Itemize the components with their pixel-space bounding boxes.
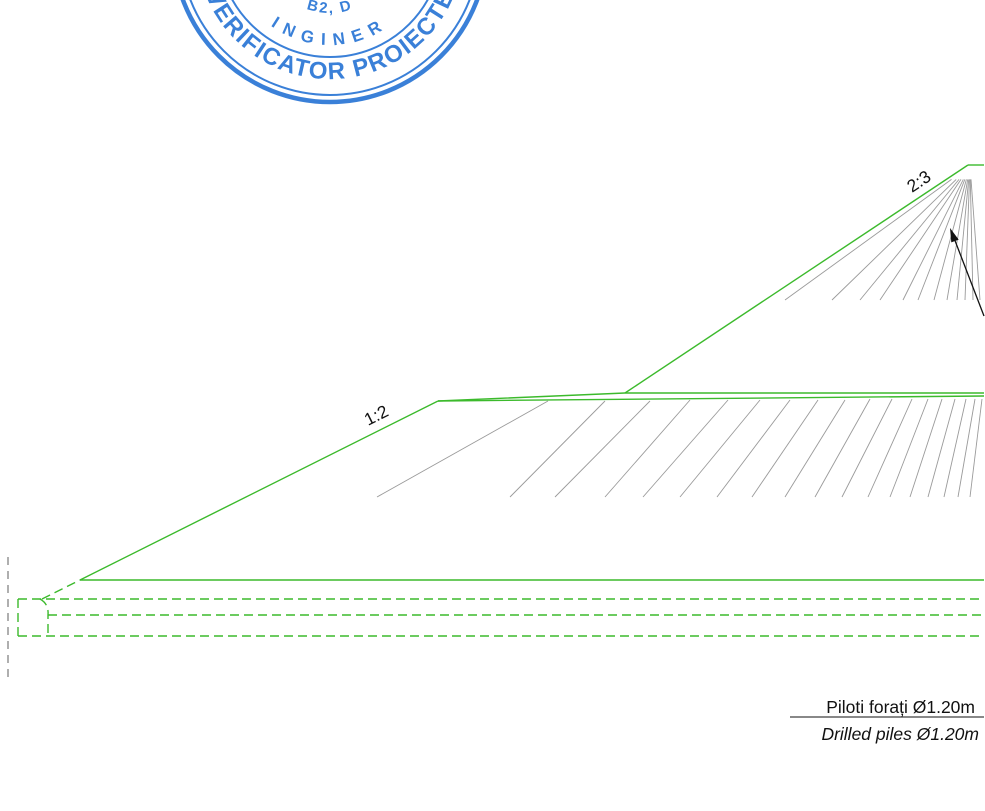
hatch-line [784,179,952,301]
hatch-line [964,179,970,301]
stamp-outer-inner-ring [189,0,471,96]
hatch-line [969,398,983,498]
hatch-line [841,398,893,498]
hatch-line [879,179,962,301]
hatch-line [927,398,956,498]
hatch-line [970,179,981,301]
upper-slope-hatching [784,179,981,301]
hatch-line [957,398,976,498]
hatch-line [969,179,974,301]
hatch-line [917,179,966,301]
pile-label-romanian: Piloti forați Ø1.20m [826,697,975,717]
hatch-line [642,399,729,498]
arrow-head-icon [950,228,959,243]
hatch-line [956,179,970,301]
upper-slope-line [624,164,969,394]
hatch-line [554,400,651,498]
stamp-top-fragment: B2, D [305,0,354,17]
hatch-line [604,399,691,498]
hatch-line [909,398,943,498]
lower-berm-top-line [437,395,985,402]
hatch-line [889,398,929,498]
hatch-line [376,400,549,498]
arrow-shaft [953,237,985,317]
slope-arrow [950,228,985,317]
slope-extension-dashed-line [41,579,81,600]
stamp-top-fragment-path: B2, D [305,0,352,17]
pile-label-english: Drilled piles Ø1.20m [821,724,979,744]
hatch-line [716,399,791,498]
hatch-line [814,398,871,498]
hatch-line [831,179,957,301]
lower-slope-hatching [376,398,983,498]
hatch-line [751,399,819,498]
stamp-inner-text: INGINER [268,13,391,49]
hatch-line [859,179,960,301]
hatch-line [933,179,967,301]
pile-head-curve [39,598,49,636]
hatch-line [679,399,761,498]
drilled-piles-outline [17,579,984,637]
stamp-outer-ring [180,0,480,105]
embankment-outline [79,164,985,581]
lower-slope-line [79,400,439,581]
engineer-stamp: VERIFICATOR PROIECTE INGINER B2, D [180,0,480,105]
hatch-line [867,398,913,498]
hatch-line [509,400,606,498]
stamp-inner-text-path: INGINER [268,13,383,49]
lower-slope-ratio-label: 1:2 [361,401,392,430]
hatch-line [784,399,846,498]
hatch-line [943,398,967,498]
stamp-inner-ring [231,0,429,58]
upper-slope-ratio-label: 2:3 [903,166,934,196]
hatch-line [902,179,964,301]
pile-note: Piloti forați Ø1.20m Drilled piles Ø1.20… [790,697,984,744]
